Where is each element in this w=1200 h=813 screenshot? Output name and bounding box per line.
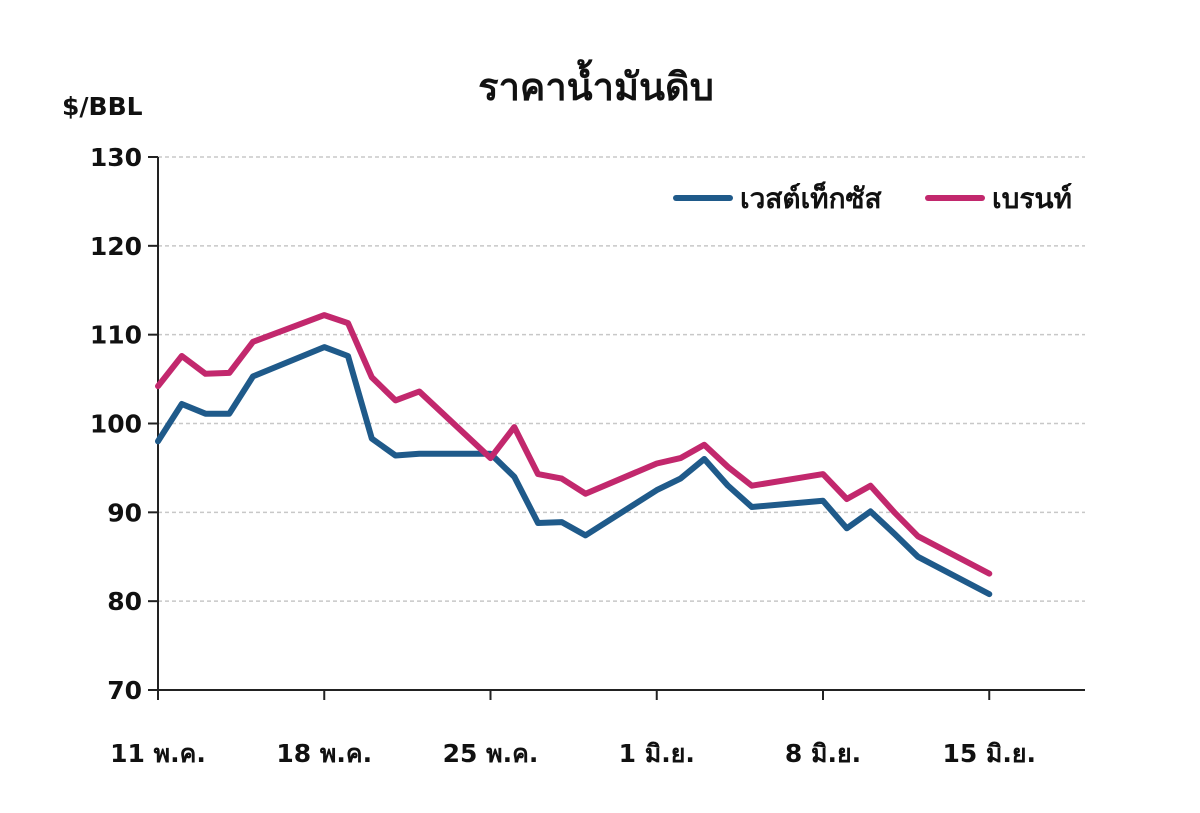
x-tick-label: 18 พ.ค.	[276, 739, 372, 768]
x-tick-label: 1 มิ.ย.	[619, 739, 695, 768]
series-line-1	[155, 312, 993, 577]
legend-label: เวสต์เท็กซัส	[740, 181, 883, 215]
chart-title: ราคาน้ำมันดิบ	[478, 59, 714, 109]
y-axis-unit-label: $/BBL	[62, 92, 143, 121]
y-tick-labels: 70 80 90 100 110 120 130	[90, 143, 142, 705]
x-tick-label: 8 มิ.ย.	[785, 739, 861, 768]
series-line-0	[155, 344, 993, 598]
grid-lines	[158, 156, 1085, 602]
x-tick-label: 11 พ.ค.	[110, 739, 206, 768]
series-lines	[155, 312, 993, 598]
axes	[148, 156, 1085, 700]
x-tick-label: 25 พ.ค.	[443, 739, 539, 768]
x-tick-label: 15 มิ.ย.	[942, 739, 1036, 768]
y-tick-label: 70	[107, 676, 142, 705]
y-tick-label: 130	[90, 143, 142, 172]
y-tick-label: 110	[90, 321, 142, 350]
legend-label: เบรนท์	[992, 182, 1072, 215]
x-tick-labels: 11 พ.ค. 18 พ.ค. 25 พ.ค. 1 มิ.ย. 8 มิ.ย. 15 มิ…	[110, 739, 1036, 768]
y-tick-label: 100	[90, 410, 142, 439]
legend: เวสต์เท็กซัส เบรนท์	[673, 181, 1072, 215]
y-tick-label: 80	[107, 587, 142, 616]
y-tick-label: 120	[90, 232, 142, 261]
y-tick-label: 90	[107, 498, 142, 527]
